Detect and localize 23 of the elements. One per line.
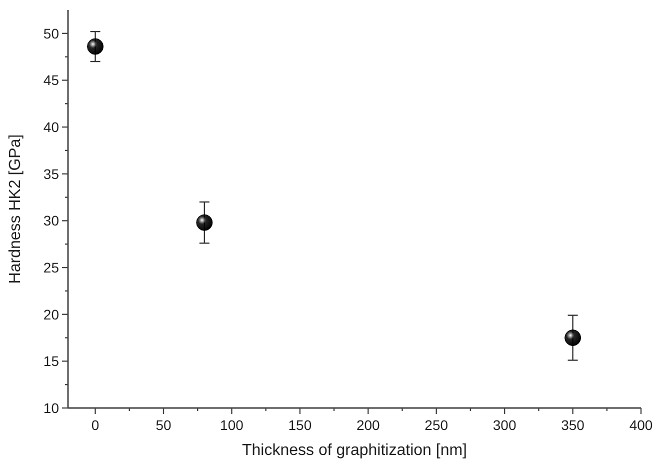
y-tick-label: 45 bbox=[43, 72, 60, 88]
x-tick-label: 300 bbox=[492, 417, 516, 433]
x-tick-label: 400 bbox=[629, 417, 653, 433]
x-axis-title: Thickness of graphitization [nm] bbox=[242, 442, 467, 459]
y-tick-label: 30 bbox=[43, 212, 60, 229]
x-tick-label: 150 bbox=[288, 417, 312, 433]
point bbox=[564, 330, 582, 346]
y-tick-label: 25 bbox=[43, 259, 60, 276]
x-tick-label: 100 bbox=[220, 417, 244, 433]
y-tick-label: 15 bbox=[43, 353, 60, 370]
point bbox=[87, 38, 104, 55]
point bbox=[196, 214, 213, 231]
y-tick-label: 20 bbox=[43, 306, 60, 322]
x-tick-label: 350 bbox=[561, 417, 585, 433]
y-tick-label: 10 bbox=[43, 400, 60, 416]
y-tick-label: 35 bbox=[43, 166, 60, 182]
x-tick-label: 50 bbox=[156, 417, 172, 433]
y-tick-label: 40 bbox=[43, 118, 60, 135]
x-tick-label: 200 bbox=[356, 417, 380, 433]
x-tick-label: 250 bbox=[424, 417, 448, 433]
y-tick-label: 50 bbox=[43, 25, 60, 42]
x-tick-label: 0 bbox=[91, 417, 100, 433]
y-axis-title: Hardness HK2 [GPa] bbox=[7, 134, 24, 284]
